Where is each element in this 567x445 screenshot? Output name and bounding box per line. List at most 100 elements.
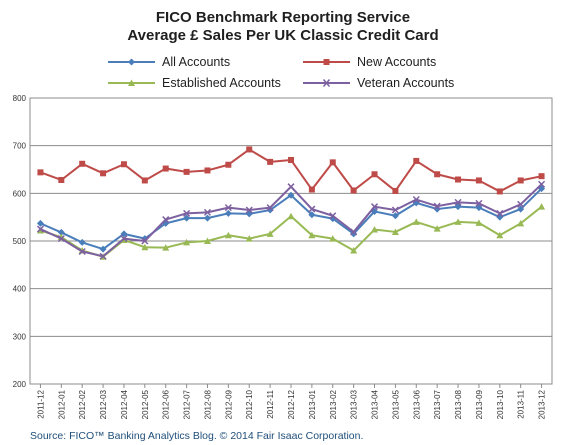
data-point [245, 206, 253, 214]
data-point [37, 169, 44, 176]
y-tick-label: 400 [13, 285, 27, 294]
data-point [329, 212, 337, 220]
legend-label-veteran-accounts: Veteran Accounts [357, 76, 454, 90]
data-point [496, 209, 504, 217]
series-all-accounts [36, 185, 546, 253]
data-point [517, 177, 524, 184]
data-point [391, 212, 399, 220]
legend-marker-established-accounts [128, 79, 135, 86]
series-established-accounts [36, 203, 546, 260]
data-point [78, 247, 86, 256]
data-point [162, 244, 170, 251]
x-tick-label: 2013-08 [454, 389, 463, 419]
x-tick-label: 2012-11 [266, 389, 275, 418]
data-point [454, 218, 462, 225]
data-point [266, 204, 274, 212]
data-point [496, 188, 503, 195]
data-point [58, 176, 65, 183]
chart-title: FICO Benchmark Reporting Service [156, 9, 410, 26]
data-point [162, 165, 169, 172]
x-tick-label: 2012-09 [224, 389, 233, 419]
data-point [79, 160, 86, 167]
data-point [141, 237, 149, 245]
data-point [350, 230, 358, 238]
data-point [266, 230, 274, 237]
y-tick-label: 800 [13, 94, 27, 103]
y-tick-label: 500 [13, 237, 27, 246]
data-point [329, 159, 336, 166]
data-point [371, 226, 379, 233]
data-point [391, 206, 399, 214]
x-tick-label: 2013-02 [329, 389, 338, 419]
x-axis: 2011-12 2012-01 2012-02 2012-03 2012-04 2012-… [36, 384, 547, 419]
x-tick-label: 2013-12 [538, 389, 547, 419]
x-tick-label: 2012-01 [57, 389, 66, 419]
data-point [433, 202, 441, 210]
x-tick-label: 2013-03 [350, 389, 359, 419]
legend-item-established-accounts: Established Accounts [108, 76, 281, 90]
data-point [203, 208, 212, 216]
y-axis: 200 300 400 500 600 700 800 [13, 94, 552, 389]
data-point [412, 218, 420, 225]
x-tick-label: 2013-10 [496, 389, 505, 419]
data-point [392, 187, 399, 194]
data-point [517, 205, 525, 213]
data-point [412, 195, 420, 204]
legend-label-established-accounts: Established Accounts [162, 76, 281, 90]
data-point [204, 167, 211, 174]
data-point [120, 235, 128, 243]
data-point [287, 212, 295, 220]
data-point [141, 177, 148, 184]
x-tick-label: 2013-01 [308, 389, 317, 419]
data-point [120, 161, 127, 168]
legend-item-all-accounts: All Accounts [108, 55, 230, 69]
data-point [183, 168, 190, 175]
legend-marker-veteran-accounts [322, 79, 331, 87]
x-tick-label: 2013-05 [391, 389, 400, 419]
data-point [350, 247, 358, 254]
x-tick-label: 2013-04 [371, 389, 380, 419]
data-point [245, 235, 253, 242]
data-point [162, 216, 170, 224]
x-tick-label: 2012-08 [203, 389, 212, 419]
data-point [203, 214, 211, 222]
data-point [57, 235, 65, 243]
data-point [475, 177, 482, 184]
x-tick-label: 2012-04 [120, 389, 129, 419]
data-point [141, 243, 149, 251]
data-point [267, 158, 274, 165]
data-point [183, 209, 191, 217]
chart-subtitle: Average £ Sales Per UK Classic Credit Ca… [127, 27, 438, 44]
y-tick-label: 700 [13, 142, 27, 151]
data-point [288, 156, 294, 163]
y-tick-label: 600 [13, 189, 27, 198]
x-tick-label: 2012-12 [287, 389, 296, 419]
x-tick-label: 2012-03 [99, 389, 108, 419]
data-point [370, 203, 379, 211]
data-point [287, 191, 295, 199]
legend-label-new-accounts: New Accounts [357, 55, 436, 69]
data-point [434, 171, 441, 178]
data-point [475, 199, 483, 207]
data-point [538, 180, 546, 188]
data-point [99, 252, 107, 260]
data-point [454, 198, 462, 206]
legend-label-all-accounts: All Accounts [162, 55, 230, 69]
series-new-accounts [37, 146, 545, 195]
data-point [308, 205, 316, 213]
legend-item-new-accounts: New Accounts [303, 55, 436, 69]
data-point [517, 219, 525, 227]
x-tick-label: 2012-07 [183, 389, 192, 419]
data-point [371, 171, 378, 178]
x-tick-label: 2012-06 [162, 389, 171, 419]
source-note: Source: FICO™ Banking Analytics Blog. © … [30, 430, 363, 442]
data-point [308, 231, 316, 239]
data-point [413, 157, 420, 164]
data-point [36, 225, 44, 233]
data-point [538, 173, 545, 180]
data-point [78, 238, 86, 246]
series-veteran-accounts [36, 180, 546, 260]
data-point [246, 146, 253, 153]
data-point [99, 245, 107, 253]
